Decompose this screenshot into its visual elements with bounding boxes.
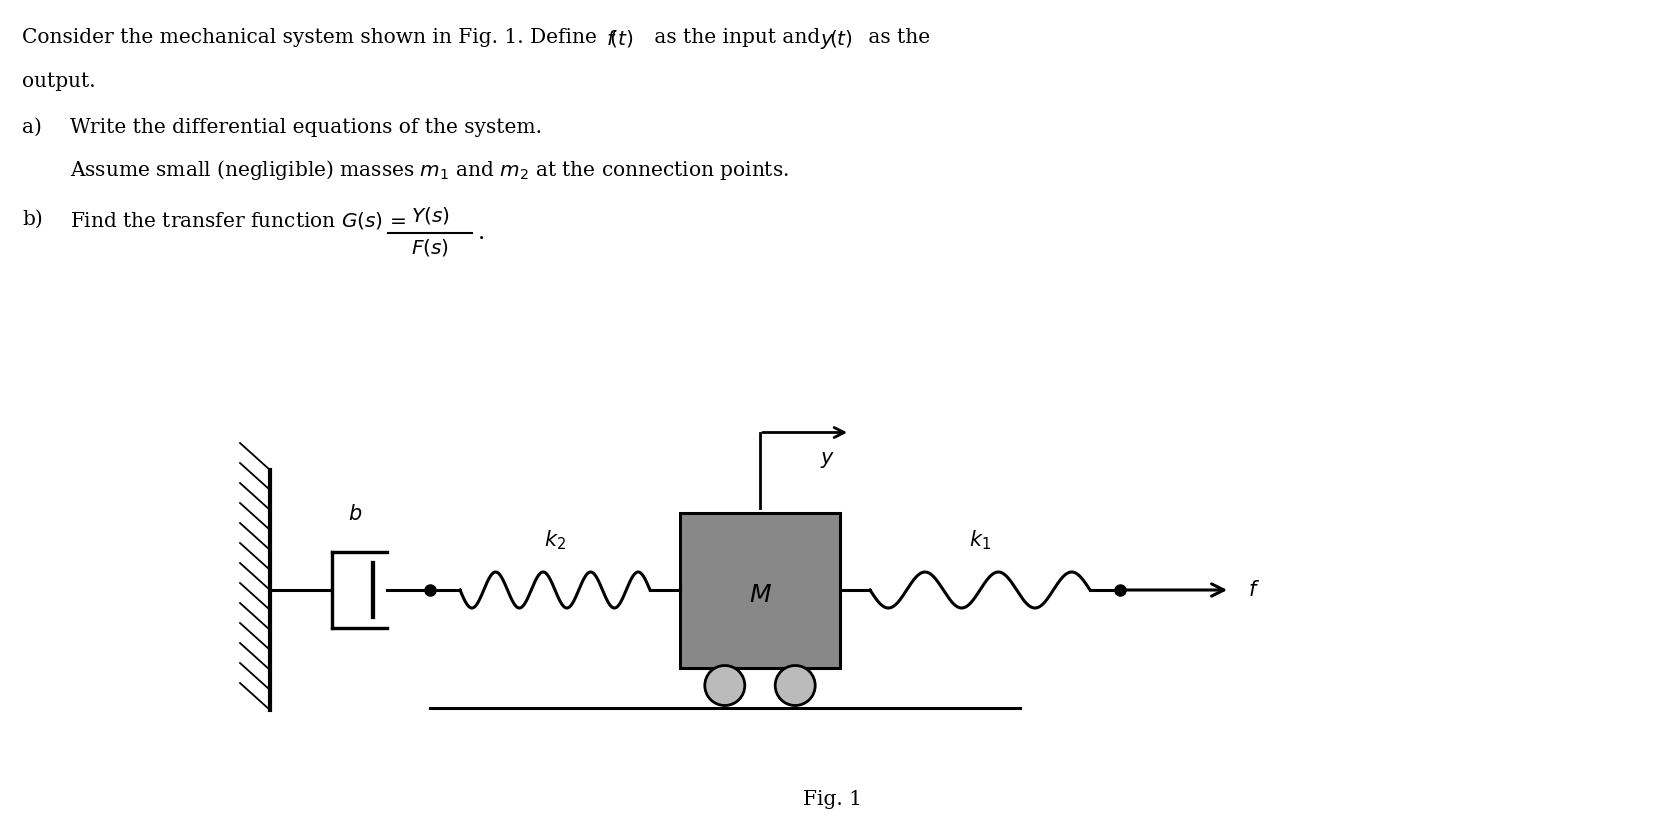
Text: $y$: $y$ xyxy=(820,450,835,471)
Text: $F(s)$: $F(s)$ xyxy=(412,237,450,258)
Text: $M$: $M$ xyxy=(748,583,771,607)
Text: $k_2$: $k_2$ xyxy=(545,528,566,552)
Text: $Y(s)$: $Y(s)$ xyxy=(410,205,450,226)
Bar xyxy=(680,513,840,667)
Text: .: . xyxy=(478,222,485,244)
Circle shape xyxy=(775,666,815,706)
Text: Consider the mechanical system shown in Fig. 1. Define: Consider the mechanical system shown in … xyxy=(22,28,603,47)
Text: $b$: $b$ xyxy=(348,504,362,524)
Text: as the: as the xyxy=(861,28,930,47)
Text: $y\!\left(t\right)$: $y\!\left(t\right)$ xyxy=(820,28,853,51)
Text: Find the transfer function $G(s)\, =$: Find the transfer function $G(s)\, =$ xyxy=(70,210,407,231)
Text: Assume small (negligible) masses $\mathit{m_1}$ and $\mathit{m_2}$ at the connec: Assume small (negligible) masses $\mathi… xyxy=(70,158,790,182)
Text: Fig. 1: Fig. 1 xyxy=(803,790,863,809)
Text: $f$: $f$ xyxy=(1248,580,1259,600)
Text: a): a) xyxy=(22,118,42,137)
Text: Write the differential equations of the system.: Write the differential equations of the … xyxy=(70,118,541,137)
Circle shape xyxy=(705,666,745,706)
Text: $k_1$: $k_1$ xyxy=(970,528,991,552)
Text: b): b) xyxy=(22,210,43,229)
Text: as the input and: as the input and xyxy=(648,28,826,47)
Text: $f\!\left(t\right)$: $f\!\left(t\right)$ xyxy=(606,28,633,49)
Text: output.: output. xyxy=(22,72,95,91)
